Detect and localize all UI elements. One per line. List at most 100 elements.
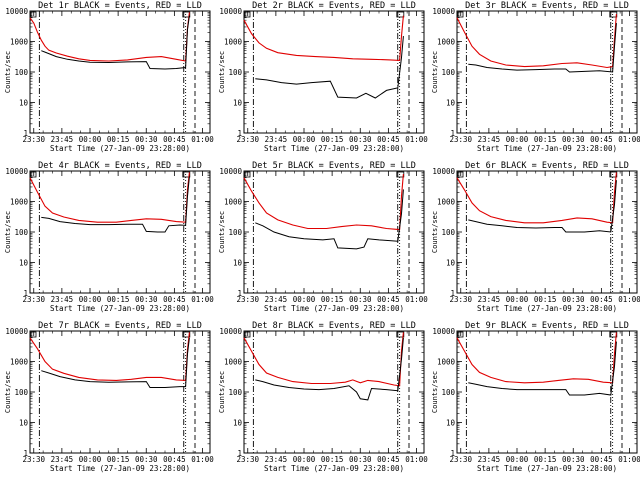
x-axis-label: Start Time (27-Jan-09 23:28:00) xyxy=(50,464,190,473)
y-tick-label: 100 xyxy=(14,68,28,77)
y-tick-label: 10 xyxy=(233,419,243,428)
events-series-line xyxy=(255,189,404,250)
window-box xyxy=(182,11,191,18)
x-tick-label: 23:45 xyxy=(265,455,288,464)
y-tick-label: 1000 xyxy=(224,198,243,207)
detector-panel: Det 1r BLACK = Events, RED = LLD 1 10 100 10… xyxy=(4,1,214,153)
x-tick-label: 23:45 xyxy=(51,295,74,304)
panel-title: Det 2r BLACK = Events, RED = LLD xyxy=(252,1,416,11)
y-tick-label: 1000 xyxy=(437,198,456,207)
panel-title: Det 3r BLACK = Events, RED = LLD xyxy=(465,1,629,11)
y-tick-label: 10 xyxy=(446,99,456,108)
x-tick-label: 00:45 xyxy=(590,295,613,304)
x-tick-label: 00:30 xyxy=(135,295,158,304)
y-tick-label: 1 xyxy=(237,129,242,138)
y-tick-label: 100 xyxy=(441,228,455,237)
x-tick-label: 00:00 xyxy=(79,295,102,304)
lld-series-line xyxy=(243,332,404,387)
panel-title: Det 6r BLACK = Events, RED = LLD xyxy=(465,161,629,171)
x-axis-label: Start Time (27-Jan-09 23:28:00) xyxy=(477,304,617,313)
window-box xyxy=(396,331,405,338)
y-tick-label: 10 xyxy=(446,419,456,428)
y-axis-label: Counts/sec xyxy=(431,211,439,253)
y-tick-label: 1000 xyxy=(437,358,456,367)
y-tick-label: 1 xyxy=(450,289,455,298)
lld-series-line xyxy=(456,13,617,69)
x-tick-label: 00:00 xyxy=(506,455,529,464)
x-tick-label: 23:30 xyxy=(449,455,472,464)
x-tick-label: 00:30 xyxy=(562,135,585,144)
y-tick-label: 10 xyxy=(19,259,29,268)
y-tick-label: 100 xyxy=(441,388,455,397)
x-tick-label: 00:15 xyxy=(534,295,557,304)
x-tick-label: 00:30 xyxy=(349,455,372,464)
y-tick-label: 100 xyxy=(228,228,242,237)
y-tick-label: 100 xyxy=(441,68,455,77)
x-tick-label: 01:00 xyxy=(618,295,640,304)
lld-series-line xyxy=(29,12,190,62)
lld-series-line xyxy=(29,172,190,223)
x-tick-label: 23:30 xyxy=(236,455,259,464)
window-box xyxy=(396,11,405,18)
x-tick-label: 00:15 xyxy=(534,135,557,144)
x-tick-label: 23:30 xyxy=(236,295,259,304)
y-tick-label: 10000 xyxy=(432,167,455,176)
y-tick-label: 10000 xyxy=(219,167,242,176)
panel-title: Det 9r BLACK = Events, RED = LLD xyxy=(465,321,629,331)
detector-panel: Det 9r BLACK = Events, RED = LLD 1 10 100 10… xyxy=(431,321,640,473)
events-series-line xyxy=(41,15,190,70)
y-tick-label: 10000 xyxy=(432,327,455,336)
y-tick-label: 1000 xyxy=(10,198,29,207)
x-tick-label: 00:30 xyxy=(562,295,585,304)
y-axis-label: Counts/sec xyxy=(218,371,226,413)
y-tick-label: 1 xyxy=(237,289,242,298)
events-series-line xyxy=(468,341,617,396)
y-axis-label: Counts/sec xyxy=(431,51,439,93)
x-tick-label: 00:45 xyxy=(377,295,400,304)
plot-frame xyxy=(456,330,638,454)
lld-series-line xyxy=(243,173,404,231)
detector-panel: Det 8r BLACK = Events, RED = LLD 1 10 100 10… xyxy=(218,321,428,473)
x-tick-label: 01:00 xyxy=(618,135,640,144)
y-axis-label: Counts/sec xyxy=(4,211,12,253)
x-tick-label: 00:15 xyxy=(321,295,344,304)
detector-panel: Det 4r BLACK = Events, RED = LLD 1 10 100 10… xyxy=(4,161,214,313)
x-tick-label: 00:00 xyxy=(293,135,316,144)
window-box xyxy=(182,171,191,178)
y-tick-label: 1 xyxy=(237,449,242,458)
y-tick-label: 10000 xyxy=(432,7,455,16)
x-tick-label: 01:00 xyxy=(405,135,428,144)
y-axis-label: Counts/sec xyxy=(4,51,12,93)
x-tick-label: 00:00 xyxy=(79,455,102,464)
x-tick-label: 00:45 xyxy=(590,455,613,464)
detector-panel: Det 3r BLACK = Events, RED = LLD 1 10 100 10… xyxy=(431,1,640,153)
x-tick-label: 00:45 xyxy=(377,135,400,144)
plot-frame xyxy=(29,330,211,454)
lld-series-line xyxy=(456,332,617,384)
y-tick-label: 100 xyxy=(14,388,28,397)
x-tick-label: 00:00 xyxy=(293,295,316,304)
plot-frame xyxy=(243,330,425,454)
y-tick-label: 1 xyxy=(450,449,455,458)
x-tick-label: 00:45 xyxy=(590,135,613,144)
x-tick-label: 00:15 xyxy=(321,135,344,144)
y-tick-label: 10000 xyxy=(5,7,28,16)
x-tick-label: 00:00 xyxy=(506,135,529,144)
x-axis-label: Start Time (27-Jan-09 23:28:00) xyxy=(50,144,190,153)
y-tick-label: 1000 xyxy=(437,38,456,47)
x-tick-label: 00:15 xyxy=(534,455,557,464)
y-tick-label: 1 xyxy=(23,449,28,458)
y-tick-label: 10000 xyxy=(219,327,242,336)
plot-frame xyxy=(29,10,211,134)
x-tick-label: 00:15 xyxy=(107,135,130,144)
x-tick-label: 00:30 xyxy=(135,455,158,464)
x-tick-label: 23:45 xyxy=(51,135,74,144)
detector-panel: Det 7r BLACK = Events, RED = LLD 1 10 100 10… xyxy=(4,321,214,473)
y-tick-label: 10 xyxy=(233,259,243,268)
y-tick-label: 10 xyxy=(233,99,243,108)
x-tick-label: 01:00 xyxy=(191,455,214,464)
x-tick-label: 23:45 xyxy=(265,135,288,144)
events-series-line xyxy=(255,337,404,401)
